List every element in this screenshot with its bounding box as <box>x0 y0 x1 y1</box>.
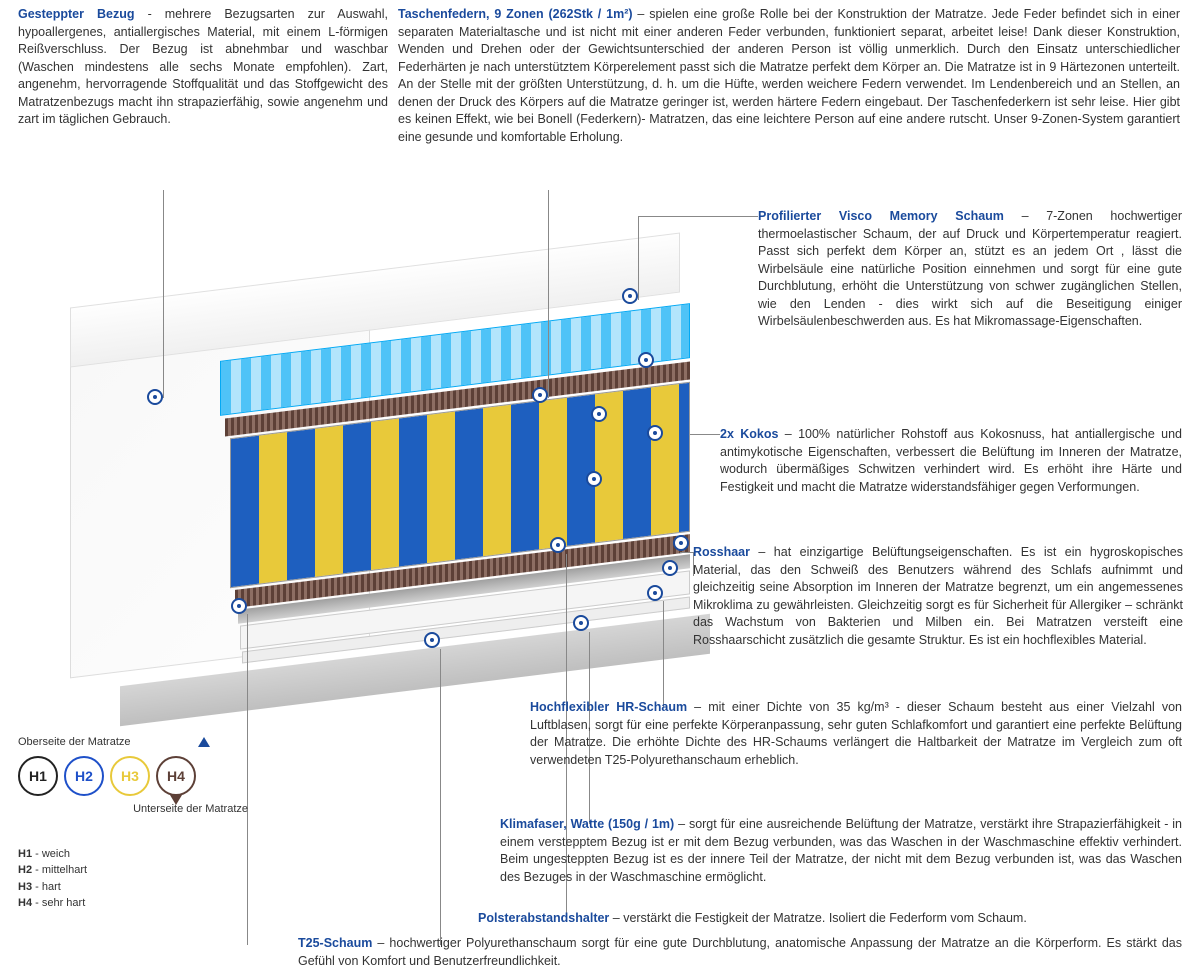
bezug-marker-2 <box>231 598 247 614</box>
caption-kokos: 2x Kokos – 100% natürlicher Rohstoff aus… <box>720 426 1182 496</box>
hardness-h1: H1 <box>18 756 58 796</box>
t25-marker <box>424 632 440 648</box>
klima-marker <box>573 615 589 631</box>
heading-kokos: 2x Kokos <box>720 427 778 441</box>
text-polster: – verstärkt die Festigkeit der Matratze.… <box>609 911 1027 925</box>
heading-federn: Taschenfedern, 9 Zonen (262Stk / 1m²) <box>398 7 633 21</box>
leader-kokos <box>690 434 720 435</box>
leader-federn-v <box>548 190 549 398</box>
federn-marker-3 <box>647 425 663 441</box>
legend-key-h3: H3 - hart <box>18 879 248 896</box>
text-t25: – hochwertiger Polyurethanschaum sorgt f… <box>298 936 1182 968</box>
text-bezug: - mehrere Bezugsarten zur Auswahl, hypoa… <box>18 7 388 126</box>
heading-bezug: Gesteppter Bezug <box>18 7 135 21</box>
rosshaar-marker <box>662 560 678 576</box>
federn-marker-1 <box>532 387 548 403</box>
heading-rosshaar: Rosshaar <box>693 545 750 559</box>
top-right-block: Taschenfedern, 9 Zonen (262Stk / 1m²) – … <box>398 6 1180 146</box>
hardness-h4: H4 <box>156 756 196 796</box>
heading-t25: T25-Schaum <box>298 936 372 950</box>
federn-marker-2 <box>591 406 607 422</box>
leader-t25-v <box>440 649 441 945</box>
top-left-block: Gesteppter Bezug - mehrere Bezugsarten z… <box>18 6 388 129</box>
legend-keys: H1 - weichH2 - mittelhartH3 - hartH4 - s… <box>18 846 248 912</box>
hardness-legend: Oberseite der Matratze H1H2H3H4 Untersei… <box>18 735 248 912</box>
leader-rosshaar <box>680 552 694 553</box>
leader-hr-v <box>663 601 664 707</box>
legend-key-h4: H4 - sehr hart <box>18 895 248 912</box>
text-visco: – 7-Zonen hochwertiger thermoelastischer… <box>758 209 1182 328</box>
hardness-h2: H2 <box>64 756 104 796</box>
arrow-down-icon <box>170 795 182 805</box>
hardness-row: H1H2H3H4 <box>18 756 248 796</box>
label-unterseite: Unterseite der Matratze <box>18 802 248 817</box>
caption-polster: Polsterabstandshalter – verstärkt die Fe… <box>478 910 1182 928</box>
caption-hr: Hochflexibler HR-Schaum – mit einer Dich… <box>530 699 1182 769</box>
legend-key-h1: H1 - weich <box>18 846 248 863</box>
heading-visco: Profilierter Visco Memory Schaum <box>758 209 1004 223</box>
caption-rosshaar: Rosshaar – hat einzigartige Belüftungsei… <box>693 544 1183 649</box>
leader-visco <box>638 216 758 217</box>
visco-marker <box>622 288 638 304</box>
leader-bezug-1 <box>163 190 164 398</box>
hardness-h3: H3 <box>110 756 150 796</box>
caption-klima: Klimafaser, Watte (150g / 1m) – sorgt fü… <box>500 816 1182 886</box>
caption-t25: T25-Schaum – hochwertiger Polyurethansch… <box>298 935 1182 970</box>
text-kokos: – 100% natürlicher Rohstoff aus Kokosnus… <box>720 427 1182 494</box>
polster-marker <box>550 537 566 553</box>
hr-marker <box>647 585 663 601</box>
kokos-marker-2 <box>673 535 689 551</box>
caption-visco: Profilierter Visco Memory Schaum – 7-Zon… <box>758 208 1182 331</box>
mattress-diagram <box>40 230 720 760</box>
heading-hr: Hochflexibler HR-Schaum <box>530 700 687 714</box>
text-federn: – spielen eine große Rolle bei der Konst… <box>398 7 1180 144</box>
heading-polster: Polsterabstandshalter <box>478 911 609 925</box>
legend-key-h2: H2 - mittelhart <box>18 862 248 879</box>
heading-klima: Klimafaser, Watte (150g / 1m) <box>500 817 674 831</box>
label-oberseite: Oberseite der Matratze <box>18 735 248 750</box>
arrow-up-icon <box>198 737 210 747</box>
bezug-marker-1 <box>147 389 163 405</box>
leader-visco-v <box>638 216 639 300</box>
kokos-marker-1 <box>638 352 654 368</box>
text-rosshaar: – hat einzigartige Belüftungseigenschaft… <box>693 545 1183 647</box>
federn-marker-4 <box>586 471 602 487</box>
